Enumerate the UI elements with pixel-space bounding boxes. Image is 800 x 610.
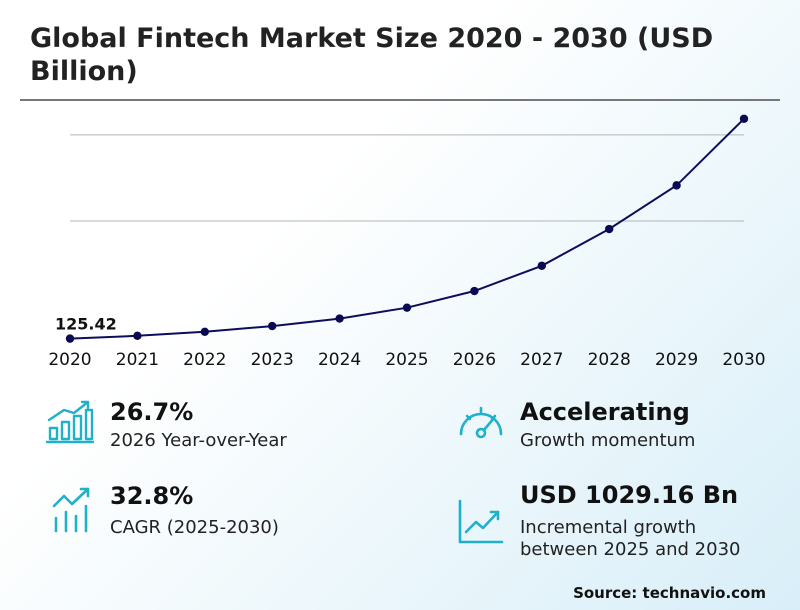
data-point-2028 — [605, 224, 614, 234]
source-credit: Source: technavio.com — [573, 584, 766, 602]
title-divider — [20, 99, 780, 101]
yoy-label: 2026 Year-over-Year — [110, 430, 287, 451]
data-point-2024 — [335, 314, 344, 323]
data-point-2023 — [268, 321, 277, 331]
data-point-2020 — [65, 334, 75, 343]
rising-chart-icon — [458, 499, 504, 544]
data-point-2026 — [470, 286, 479, 296]
data-point-2027 — [537, 261, 546, 270]
line-chart: 125.42 2020 2021 2022 2023 2024 2025 2026 2027 2… — [48, 114, 766, 370]
data-points — [65, 114, 749, 343]
data-labels: 125.42 — [55, 315, 117, 334]
x-tick-2030: 2030 — [722, 350, 765, 370]
cagr-label: CAGR (2025-2030) — [110, 517, 279, 538]
momentum-value: Accelerating — [520, 398, 690, 426]
x-tick-2020: 2020 — [48, 350, 91, 370]
x-tick-2024: 2024 — [318, 350, 361, 370]
data-label-2020: 125.42 — [55, 315, 117, 334]
data-point-2025 — [402, 303, 412, 312]
x-tick-2021: 2021 — [116, 350, 159, 370]
trend-bars-icon — [52, 487, 90, 533]
chart-title: Global Fintech Market Size 2020 - 2030 (… — [30, 23, 714, 87]
x-tick-2028: 2028 — [588, 350, 631, 370]
x-tick-2027: 2027 — [520, 350, 563, 370]
data-point-2021 — [133, 331, 142, 341]
data-point-2030 — [739, 114, 749, 123]
speedometer-icon — [459, 406, 503, 439]
momentum-label: Growth momentum — [520, 430, 696, 451]
incremental-label-line2: between 2025 and 2030 — [520, 539, 741, 560]
incremental-value: USD 1029.16 Bn — [520, 481, 739, 509]
bar-growth-icon — [46, 400, 94, 444]
x-tick-2023: 2023 — [251, 350, 294, 370]
x-tick-2022: 2022 — [183, 350, 226, 370]
data-point-2029 — [672, 181, 681, 190]
cagr-value: 32.8% — [110, 482, 194, 510]
yoy-value: 26.7% — [110, 398, 194, 426]
x-tick-2025: 2025 — [385, 350, 428, 370]
gridlines — [70, 134, 744, 222]
incremental-label-line1: Incremental growth — [520, 517, 697, 538]
x-tick-2026: 2026 — [453, 350, 496, 370]
x-tick-2029: 2029 — [655, 350, 698, 370]
data-point-2022 — [200, 327, 209, 336]
x-axis-ticks: 2020 2021 2022 2023 2024 2025 2026 2027 2028 2029… — [48, 350, 765, 370]
